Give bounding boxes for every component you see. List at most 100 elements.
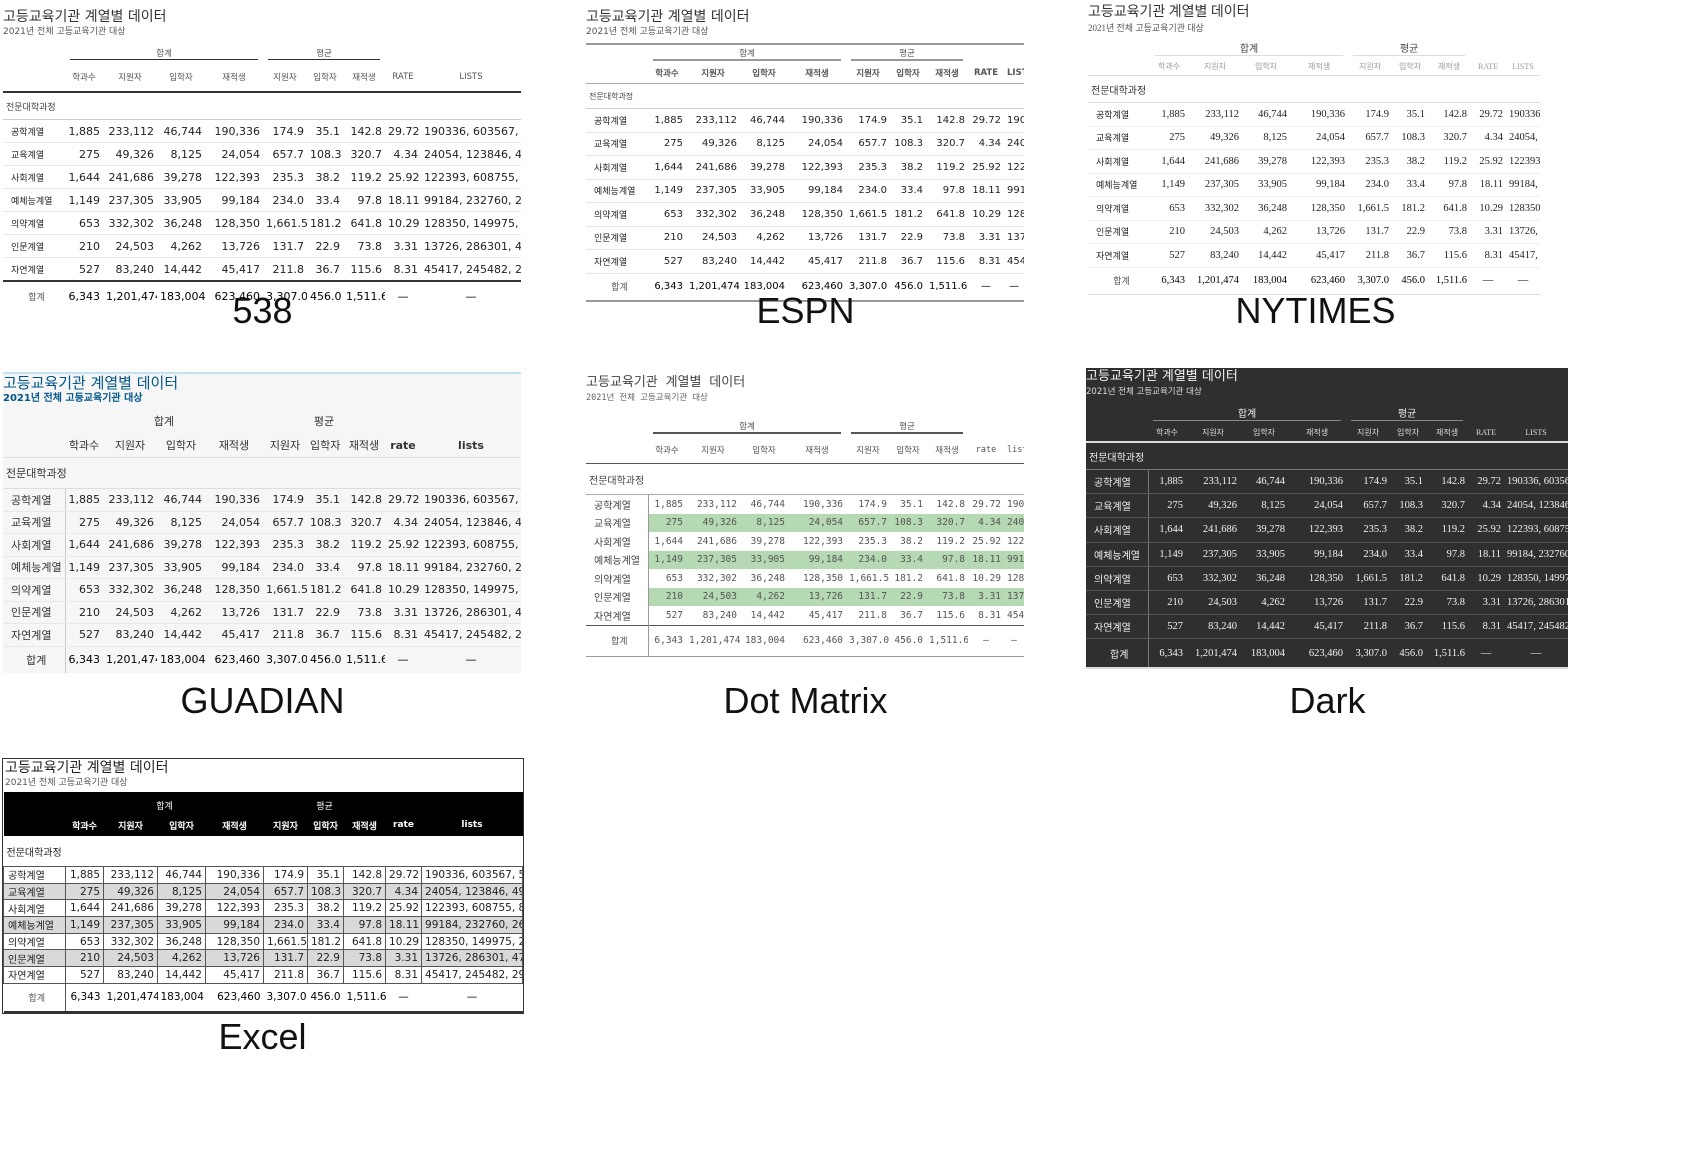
row-label: 사회계열 — [586, 155, 648, 180]
table-row: 예체능계열 1,149 237,305 33,905 99,184 234.0 33.4 97… — [3, 188, 521, 212]
table-row: 공학계열 1,885 233,112 46,744 190,336 174.9 35.1 14… — [586, 494, 1024, 514]
cell-c4: 13,726 — [788, 226, 847, 250]
cell-c6: 36.7 — [1390, 614, 1427, 640]
cell-c7: 142.8 — [1426, 469, 1469, 495]
table-row: 공학계열 1,885 233,112 46,744 190,336 174.9 35.1 14… — [3, 866, 523, 884]
table-row: 의약계열 653 332,302 36,248 128,350 1,661.5 181.2 6… — [3, 211, 521, 235]
col-header: 지원자 — [686, 437, 740, 464]
cell-c5: 131.7 — [263, 601, 307, 624]
cell-rate: 18.11 — [385, 188, 422, 212]
total-c3: 183,004 — [157, 645, 205, 673]
row-label: 인문계열 — [586, 226, 648, 250]
cell-rate: 4.34 — [385, 511, 421, 534]
data-table: 합계 평균 학과수 지원자 입학자 재적생 지원자 입학자 재적생 RATE L… — [3, 43, 521, 310]
cell-lists: 122393, 608755, 87553 — [1504, 517, 1568, 543]
cell-c7: 115.6 — [1428, 243, 1471, 268]
row-label: 공학계열 — [586, 494, 649, 514]
row-label: 교육계열 — [1086, 493, 1149, 519]
total-label: 합계 — [1086, 638, 1149, 670]
table-row: 교육계열 275 49,326 8,125 24,054 657.7 108.3 320.7 4… — [1088, 126, 1540, 150]
col-header: 재적생 — [343, 63, 386, 93]
table-subtitle: 2021년 전체 고등교육기관 대상 — [586, 27, 709, 37]
cell-lists: 128350, 149975, 29655 — [1504, 566, 1568, 591]
table-row: 교육계열 275 49,326 8,125 24,054 657.7 108.3 320.7 4… — [3, 511, 521, 534]
total-lists: — — [421, 645, 521, 673]
theme-caption: Excel — [218, 1016, 307, 1057]
cell-c6: 22.9 — [1392, 220, 1429, 244]
cell-c6: 38.2 — [1390, 517, 1427, 543]
cell-c2: 233,112 — [1188, 102, 1242, 127]
col-header: 지원자 — [1346, 423, 1391, 443]
cell-c2: 237,305 — [103, 916, 158, 934]
total-c4: 623,460 — [205, 982, 264, 1013]
cell-rate: 10.29 — [385, 211, 422, 235]
cell-c4: 24,054 — [788, 513, 847, 532]
cell-c1: 1,644 — [65, 533, 103, 557]
col-header: 입학자 — [310, 439, 341, 452]
row-label: 공학계열 — [1088, 102, 1150, 127]
col-header: 재적생 — [1426, 423, 1469, 443]
table-row: 의약계열 653 332,302 36,248 128,350 1,661.5 181.2 6… — [3, 578, 521, 602]
section-label: 전문대학과정 — [6, 847, 62, 859]
table-row: 인문계열 210 24,503 4,262 13,726 131.7 22.9 73.8 3.3… — [586, 587, 1024, 606]
total-c7: 1,511.6 — [926, 624, 969, 657]
cell-c4: 190,336 — [205, 866, 264, 884]
cell-lists: 122393, 608755, 87553 — [1506, 149, 1540, 174]
cell-c3: 8,125 — [740, 513, 788, 532]
table-subtitle: 2021년 전체 고등교육기관 대상 — [1086, 387, 1202, 397]
cell-c3: 36,248 — [750, 572, 785, 584]
cell-c3: 8,125 — [157, 882, 206, 901]
cell-c3: 4,262 — [740, 587, 788, 606]
cell-c7: 119.2 — [1426, 517, 1469, 543]
cell-c6: 33.4 — [1390, 542, 1427, 567]
cell-c6: 36.7 — [900, 609, 924, 621]
total-c2: 1,201,474 — [1186, 638, 1240, 670]
cell-c3: 46,744 — [157, 119, 205, 143]
cell-c1: 527 — [65, 623, 103, 647]
row-label: 사회계열 — [586, 532, 649, 551]
col-header: 학과수 — [1148, 423, 1186, 443]
cell-c2: 49,326 — [1186, 493, 1240, 519]
cell-c1: 1,885 — [65, 866, 104, 884]
cell-rate: 3.31 — [968, 226, 1005, 250]
total-rate: — — [968, 272, 1005, 302]
cell-c5: 211.8 — [263, 623, 307, 647]
cell-c5: 131.7 — [846, 226, 891, 250]
cell-c2: 24,503 — [686, 587, 740, 606]
cell-c6: 33.4 — [1392, 173, 1429, 197]
cell-c4: 99,184 — [205, 916, 264, 934]
cell-c2: 24,503 — [1188, 220, 1242, 244]
cell-c4: 190,336 — [788, 108, 847, 133]
cell-c7: 115.6 — [1426, 614, 1469, 640]
cell-c1: 210 — [65, 949, 104, 968]
cell-c3: 8,125 — [157, 511, 205, 534]
cell-c5: 234.0 — [1346, 542, 1391, 567]
total-row: 합계 6,343 1,201,474 183,004 623,460 3,307.0 456… — [3, 280, 521, 310]
cell-c2: 24,503 — [686, 226, 740, 250]
cell-c3: 36,248 — [157, 578, 205, 602]
cell-c4: 190,336 — [1290, 102, 1349, 127]
col-header: 입학자 — [307, 814, 344, 836]
cell-c5: 235.3 — [858, 535, 888, 547]
cell-c5: 657.7 — [263, 882, 308, 901]
cell-c6: 35.1 — [307, 488, 343, 512]
cell-c5: 1,661.5 — [1346, 566, 1391, 591]
section-label: 전문대학과정 — [586, 83, 1024, 109]
cell-lists: 122393, 608755, 87553 — [421, 533, 521, 557]
cell-lists: 99184, 232760, 26975 — [1506, 173, 1540, 197]
cell-c7: 115.6 — [936, 609, 966, 621]
theme-caption: 538 — [232, 290, 293, 331]
cell-c3: 46,744 — [157, 866, 206, 884]
cell-rate: 29.72 — [385, 866, 423, 884]
cell-rate: 25.92 — [385, 533, 421, 557]
cell-c4: 24,054 — [205, 882, 264, 901]
cell-c3: 4,262 — [157, 234, 205, 258]
group-header-sum: 합계 — [648, 43, 847, 63]
table-title: 고등교육기관 계열별 데이터 — [5, 760, 169, 776]
cell-c5: 174.9 — [858, 498, 888, 510]
row-label: 공학계열 — [3, 488, 66, 512]
col-header: 지원자 — [114, 439, 146, 452]
total-c1: 6,343 — [1148, 638, 1186, 670]
total-c6: 456.0 — [890, 272, 927, 302]
group-header-avg: 평균 — [1348, 39, 1470, 57]
